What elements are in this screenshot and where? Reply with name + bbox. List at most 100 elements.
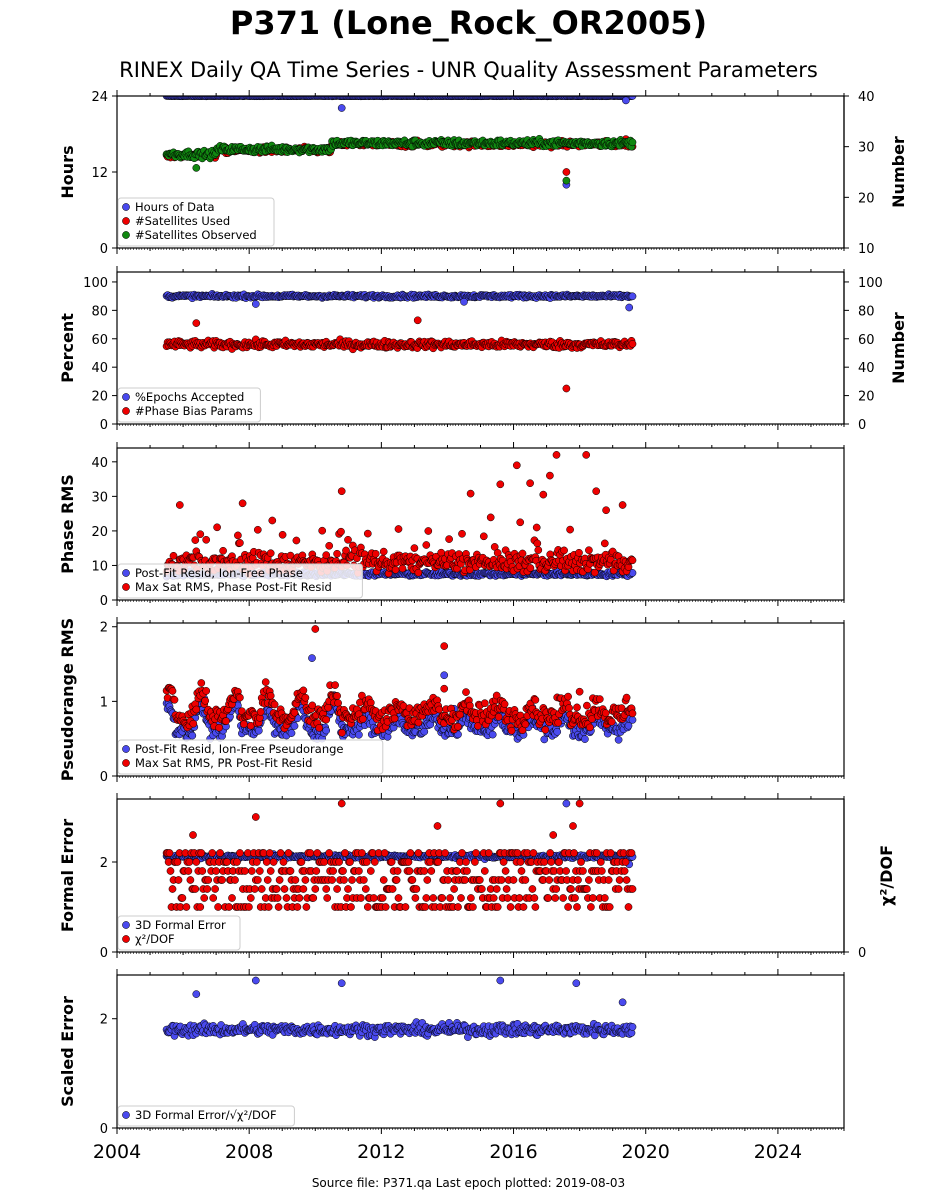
data-point <box>379 547 388 556</box>
data-point <box>234 531 242 540</box>
y2-tick-label: 60 <box>858 333 875 348</box>
y-tick-label: 40 <box>91 361 108 376</box>
data-point <box>325 541 334 550</box>
data-point <box>585 546 593 555</box>
data-point <box>562 384 571 393</box>
data-point <box>344 535 352 544</box>
data-point <box>266 549 275 558</box>
data-point <box>324 703 333 712</box>
series-blue <box>162 290 637 312</box>
data-points <box>162 96 637 189</box>
legend-box <box>117 563 363 599</box>
data-point <box>532 523 541 532</box>
data-point <box>526 564 535 572</box>
data-points <box>162 625 637 744</box>
data-point <box>202 687 211 695</box>
data-point <box>488 730 497 739</box>
data-point <box>553 727 562 736</box>
data-point <box>575 548 583 557</box>
data-point <box>337 104 346 112</box>
data-point <box>628 716 637 724</box>
data-point <box>292 536 301 545</box>
series-green <box>162 134 637 185</box>
data-point <box>261 678 270 686</box>
data-point <box>486 513 495 522</box>
data-point <box>560 546 568 555</box>
data-point <box>414 568 423 577</box>
y-tick-label: 30 <box>91 490 108 505</box>
data-point <box>240 720 248 728</box>
data-point <box>363 529 372 538</box>
data-point <box>290 722 299 730</box>
series-red <box>162 451 637 579</box>
data-point <box>445 535 453 543</box>
data-point <box>582 451 591 459</box>
data-point <box>175 501 184 509</box>
y2-axis-label: Number <box>889 312 908 384</box>
chart-title: P371 (Lone_Rock_OR2005) <box>229 4 708 42</box>
legend-box <box>117 387 261 423</box>
data-point <box>322 551 331 559</box>
data-point <box>202 535 211 544</box>
data-point <box>479 532 488 541</box>
legend-label: #Phase Bias Params <box>135 404 253 418</box>
data-point <box>602 506 610 515</box>
data-point <box>192 319 201 327</box>
y-tick-label: 10 <box>91 559 108 574</box>
data-point <box>315 724 324 732</box>
legend-marker <box>122 217 130 225</box>
y-axis-label: Hours <box>58 145 77 198</box>
data-point <box>512 461 521 470</box>
y-tick-label: 12 <box>91 166 108 181</box>
data-points <box>162 451 637 581</box>
data-point <box>278 530 287 539</box>
y-tick-label: 60 <box>91 333 108 348</box>
y-tick-label: 40 <box>91 456 108 471</box>
y2-tick-label: 10 <box>858 242 875 257</box>
data-point <box>625 303 634 312</box>
data-point <box>197 679 206 687</box>
data-point <box>238 499 247 508</box>
y2-axis-label: Number <box>889 136 908 208</box>
legend-marker <box>122 569 130 577</box>
data-point <box>526 479 534 488</box>
data-point <box>398 564 407 573</box>
data-point <box>413 316 422 325</box>
y-tick-label: 0 <box>100 242 108 257</box>
y2-tick-label: 0 <box>858 418 866 433</box>
y-axis-label: Percent <box>58 313 77 383</box>
data-point <box>191 536 200 544</box>
y2-tick-label: 30 <box>858 141 875 156</box>
chart-subtitle: RINEX Daily QA Time Series - UNR Quality… <box>119 58 818 82</box>
data-point <box>394 525 403 533</box>
y2-tick-label: 80 <box>858 304 875 319</box>
data-point <box>169 551 178 560</box>
data-point <box>420 727 429 736</box>
data-point <box>236 539 244 547</box>
y2-tick-label: 20 <box>858 191 875 206</box>
data-point <box>219 546 227 555</box>
data-point <box>213 523 221 532</box>
data-point <box>628 292 637 301</box>
data-point <box>622 96 630 105</box>
legend-box <box>117 197 275 247</box>
y2-tick-label: 20 <box>858 390 875 405</box>
legend-marker <box>122 393 130 401</box>
data-point <box>308 654 316 662</box>
data-point <box>562 168 571 176</box>
legend: %Epochs Accepted#Phase Bias Params <box>117 387 261 423</box>
legend-label: Hours of Data <box>135 200 215 214</box>
y2-tick-label: 100 <box>858 276 883 291</box>
data-point <box>222 717 230 725</box>
data-point <box>318 526 327 535</box>
legend: Hours of Data#Satellites Used#Satellites… <box>117 197 275 247</box>
y-tick-label: 0 <box>100 594 108 609</box>
data-point <box>270 700 279 709</box>
data-point <box>251 300 260 308</box>
data-point <box>581 735 589 743</box>
data-point <box>391 565 400 574</box>
data-point <box>254 726 263 735</box>
data-point <box>189 719 198 728</box>
